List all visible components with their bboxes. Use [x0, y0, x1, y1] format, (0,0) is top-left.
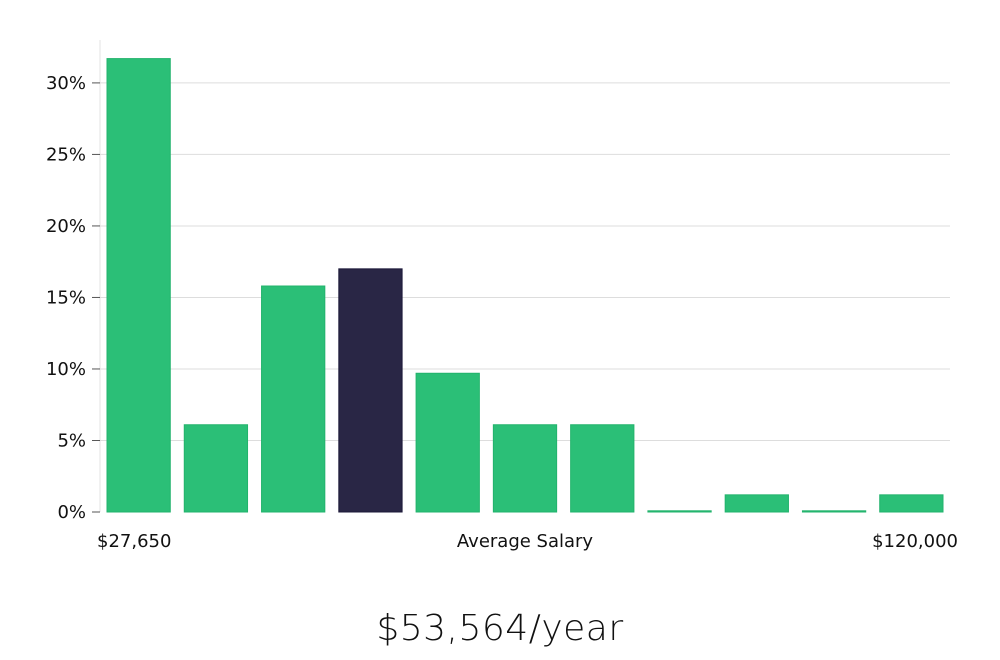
y-tick-label: 10%: [46, 359, 86, 380]
highlighted-bar: [338, 268, 403, 513]
histogram-bar: [647, 510, 712, 513]
y-tick-label: 20%: [46, 216, 86, 237]
y-tick-label: 25%: [46, 144, 86, 165]
y-tick-label: 0%: [57, 502, 86, 523]
y-tick-label: 30%: [46, 73, 86, 94]
x-axis-title: Average Salary: [457, 531, 594, 552]
grid-lines: [100, 82, 950, 441]
histogram-bar: [724, 494, 789, 513]
y-axis-ticks: 0% 5% 10% 15% 20% 25% 30%: [46, 73, 100, 523]
histogram-bar: [492, 424, 558, 513]
histogram-bar: [261, 285, 326, 513]
y-tick-label: 15%: [46, 287, 86, 308]
salary-distribution-chart: 0% 5% 10% 15% 20% 25% 30% $27,650 Average Sala…: [46, 40, 958, 552]
histogram-bars: [106, 58, 944, 513]
histogram-bar: [415, 372, 480, 513]
histogram-bar: [801, 510, 867, 513]
histogram-bar: [183, 424, 249, 513]
histogram-bar: [106, 58, 171, 513]
y-tick-label: 5%: [57, 430, 86, 451]
average-salary-value: $53,564/year: [376, 608, 624, 649]
histogram-bar: [879, 494, 944, 513]
x-max-label: $120,000: [872, 531, 958, 552]
x-min-label: $27,650: [97, 531, 171, 552]
histogram-bar: [570, 424, 635, 513]
